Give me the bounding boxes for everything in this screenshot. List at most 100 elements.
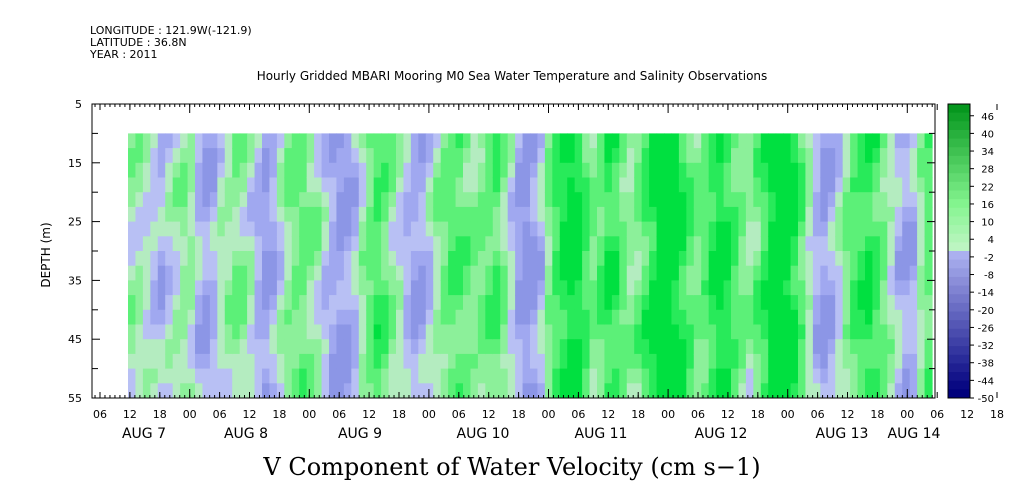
heatmap-cell [530,383,539,398]
heatmap-cell [820,221,829,237]
heatmap-cell [425,133,434,149]
heatmap-cell [247,236,256,252]
heatmap-cell [582,162,591,179]
heatmap-cell [500,309,509,326]
heatmap-cell [463,236,472,252]
heatmap-cell [924,368,933,384]
heatmap-cell [567,383,576,398]
heatmap-cell [537,148,546,164]
heatmap-cell [366,251,375,267]
heatmap-cell [924,133,933,149]
heatmap-cell [425,309,434,326]
heatmap-cell [157,265,166,281]
heatmap-cell [142,295,151,311]
heatmap-cell [373,162,382,179]
heatmap-cell [909,177,918,193]
heatmap-cell [157,324,166,340]
heatmap-cell [589,192,598,208]
heatmap-cell [321,192,330,208]
heatmap-cell [410,192,419,208]
heatmap-cell [515,192,524,208]
heatmap-cell [448,236,457,252]
heatmap-cell [708,368,717,384]
heatmap-cell [820,192,829,208]
heatmap-cell [909,133,918,149]
heatmap-cell [805,368,814,384]
heatmap-cell [559,309,568,326]
heatmap-cell [641,324,650,340]
heatmap-cell [463,133,472,149]
heatmap-cell [753,309,762,326]
heatmap-cell [224,251,233,267]
heatmap-cell [165,383,174,398]
heatmap-cell [314,280,323,296]
heatmap-cell [433,280,442,296]
heatmap-cell [366,339,375,355]
heatmap-cell [224,177,233,193]
heatmap-cell [582,324,591,340]
heatmap-cell [150,368,159,384]
heatmap-cell [604,339,613,355]
heatmap-cell [187,162,196,179]
heatmap-cell [276,339,285,355]
heatmap-cell [917,133,926,149]
heatmap-cell [842,324,851,340]
heatmap-cell [142,383,151,398]
heatmap-cell [209,339,218,355]
heatmap-cell [530,280,539,296]
heatmap-cell [425,280,434,296]
heatmap-cell [783,383,792,398]
heatmap-cell [798,192,807,208]
heatmap-cell [716,295,725,311]
heatmap-cell [500,148,509,164]
heatmap-cell [381,339,390,355]
heatmap-cell [440,353,449,370]
heatmap-cell [820,206,829,223]
colorbar-swatch [948,190,970,200]
heatmap-cell [775,324,784,340]
heatmap-cell [641,280,650,296]
heatmap-cell [366,236,375,252]
heatmap-cell [373,148,382,164]
heatmap-cell [544,192,553,208]
heatmap-cell [187,251,196,267]
heatmap-cell [381,251,390,267]
heatmap-cell [842,353,851,370]
heatmap-cell [768,324,777,340]
heatmap-cell [879,192,888,208]
heatmap-cell [351,295,360,311]
heatmap-cell [775,353,784,370]
heatmap-cell [820,177,829,193]
heatmap-cell [574,324,583,340]
heatmap-cell [894,133,903,149]
heatmap-cell [358,162,367,179]
colorbar-swatch [948,276,970,287]
heatmap-cell [343,192,352,208]
heatmap-cell [701,383,710,398]
heatmap-cell [455,221,464,237]
heatmap-cell [202,251,211,267]
heatmap-cell [507,206,516,223]
heatmap-cell [351,221,360,237]
heatmap-cell [463,206,472,223]
heatmap-cell [291,221,300,237]
heatmap-cell [515,162,524,179]
heatmap-cell [924,177,933,193]
heatmap-cell [604,353,613,370]
heatmap-cell [247,383,256,398]
heatmap-cell [827,162,836,179]
heatmap-cell [790,177,799,193]
heatmap-cell [917,148,926,164]
heatmap-cell [775,265,784,281]
x-tick-label: 00 [900,408,914,421]
heatmap-cell [924,162,933,179]
heatmap-cell [879,148,888,164]
heatmap-cell [902,368,911,384]
heatmap-cell [686,133,695,149]
heatmap-cell [433,236,442,252]
heatmap-cell [760,280,769,296]
heatmap-cell [329,148,338,164]
heatmap-cell [887,162,896,179]
heatmap-cell [917,251,926,267]
heatmap-cell [135,162,144,179]
